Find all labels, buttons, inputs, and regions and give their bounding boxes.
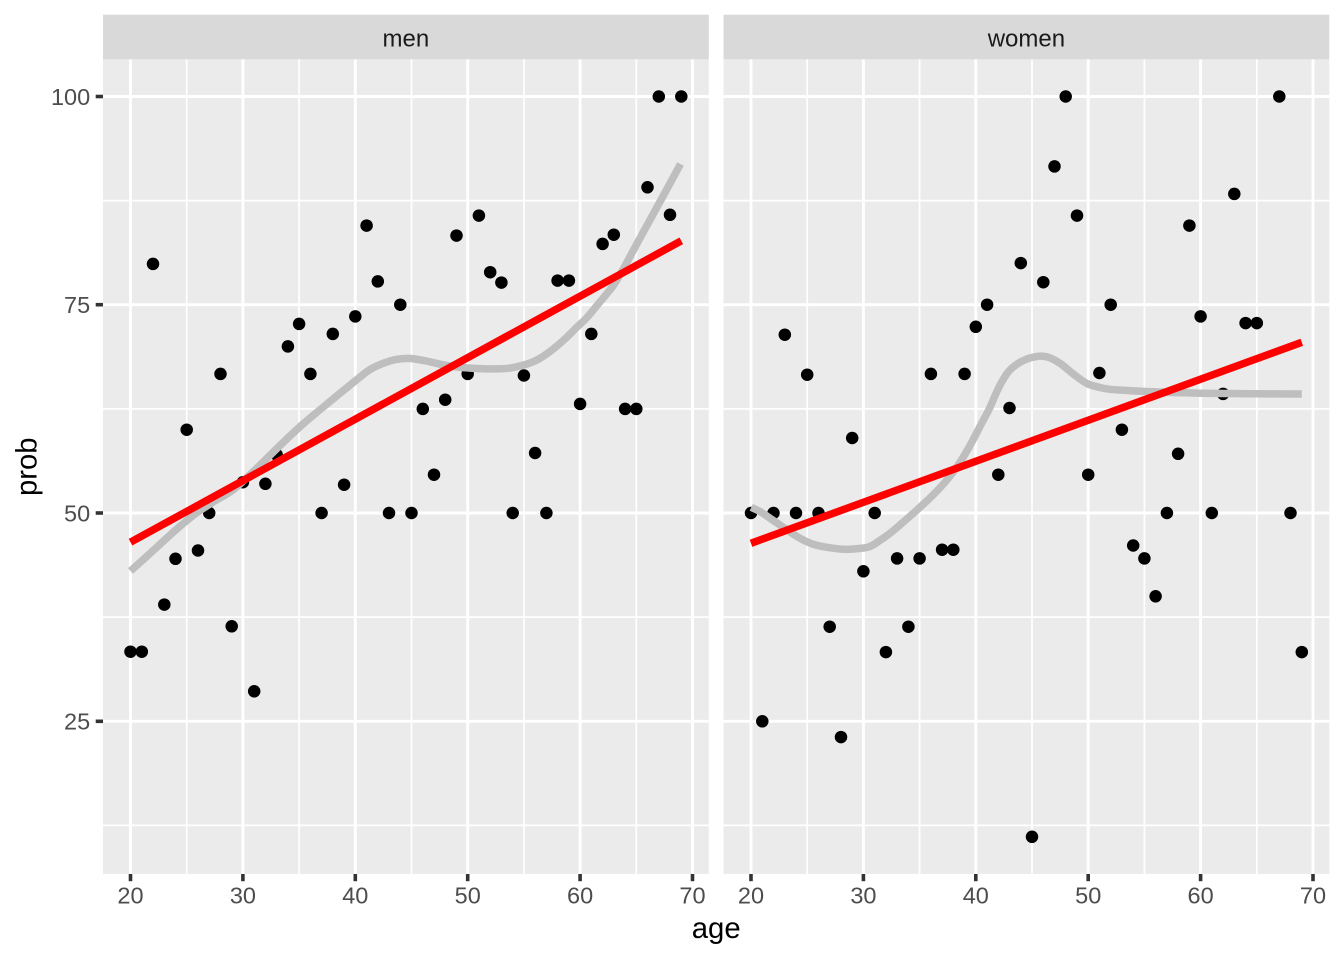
- svg-text:age: age: [692, 912, 741, 945]
- svg-text:40: 40: [963, 883, 989, 909]
- svg-text:100: 100: [51, 84, 90, 110]
- svg-text:40: 40: [342, 883, 368, 909]
- svg-text:prob: prob: [11, 437, 44, 496]
- svg-text:70: 70: [1300, 883, 1326, 909]
- svg-text:20: 20: [738, 883, 764, 909]
- svg-text:50: 50: [455, 883, 481, 909]
- svg-text:30: 30: [850, 883, 876, 909]
- svg-text:60: 60: [567, 883, 593, 909]
- svg-text:20: 20: [117, 883, 143, 909]
- svg-text:men: men: [383, 25, 430, 52]
- svg-text:50: 50: [1075, 883, 1101, 909]
- svg-text:25: 25: [64, 709, 90, 735]
- svg-text:75: 75: [64, 292, 90, 318]
- svg-text:women: women: [987, 25, 1065, 52]
- svg-text:60: 60: [1188, 883, 1214, 909]
- svg-text:30: 30: [230, 883, 256, 909]
- svg-text:70: 70: [679, 883, 705, 909]
- svg-text:50: 50: [64, 500, 90, 526]
